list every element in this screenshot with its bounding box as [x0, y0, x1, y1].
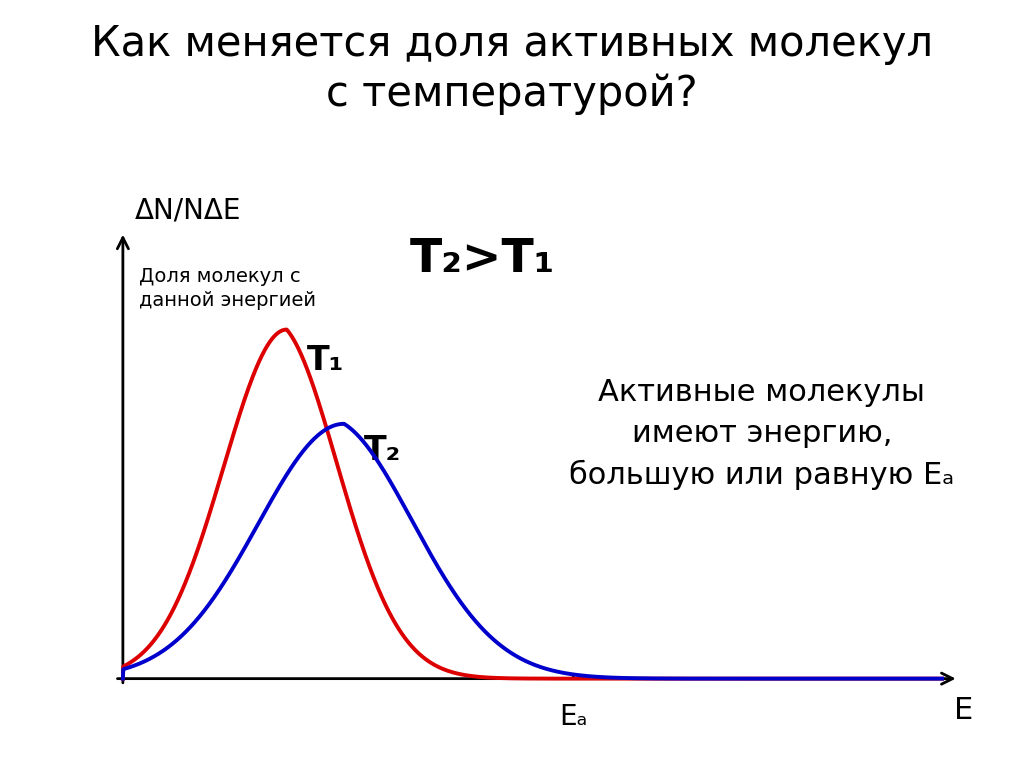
- Text: T₂: T₂: [365, 434, 401, 467]
- Text: Активные молекулы
имеют энергию,
большую или равную Eₐ: Активные молекулы имеют энергию, большую…: [569, 379, 954, 490]
- Text: ΔN/NΔE: ΔN/NΔE: [135, 197, 242, 225]
- Text: Доля молекул с
данной энергией: Доля молекул с данной энергией: [139, 266, 316, 310]
- Text: Как меняется доля активных молекул
с температурой?: Как меняется доля активных молекул с тем…: [91, 23, 933, 115]
- Text: T₁: T₁: [307, 343, 344, 376]
- Text: E: E: [954, 696, 974, 725]
- Text: Eₐ: Eₐ: [559, 703, 588, 731]
- Text: T₂>T₁: T₂>T₁: [410, 237, 555, 282]
